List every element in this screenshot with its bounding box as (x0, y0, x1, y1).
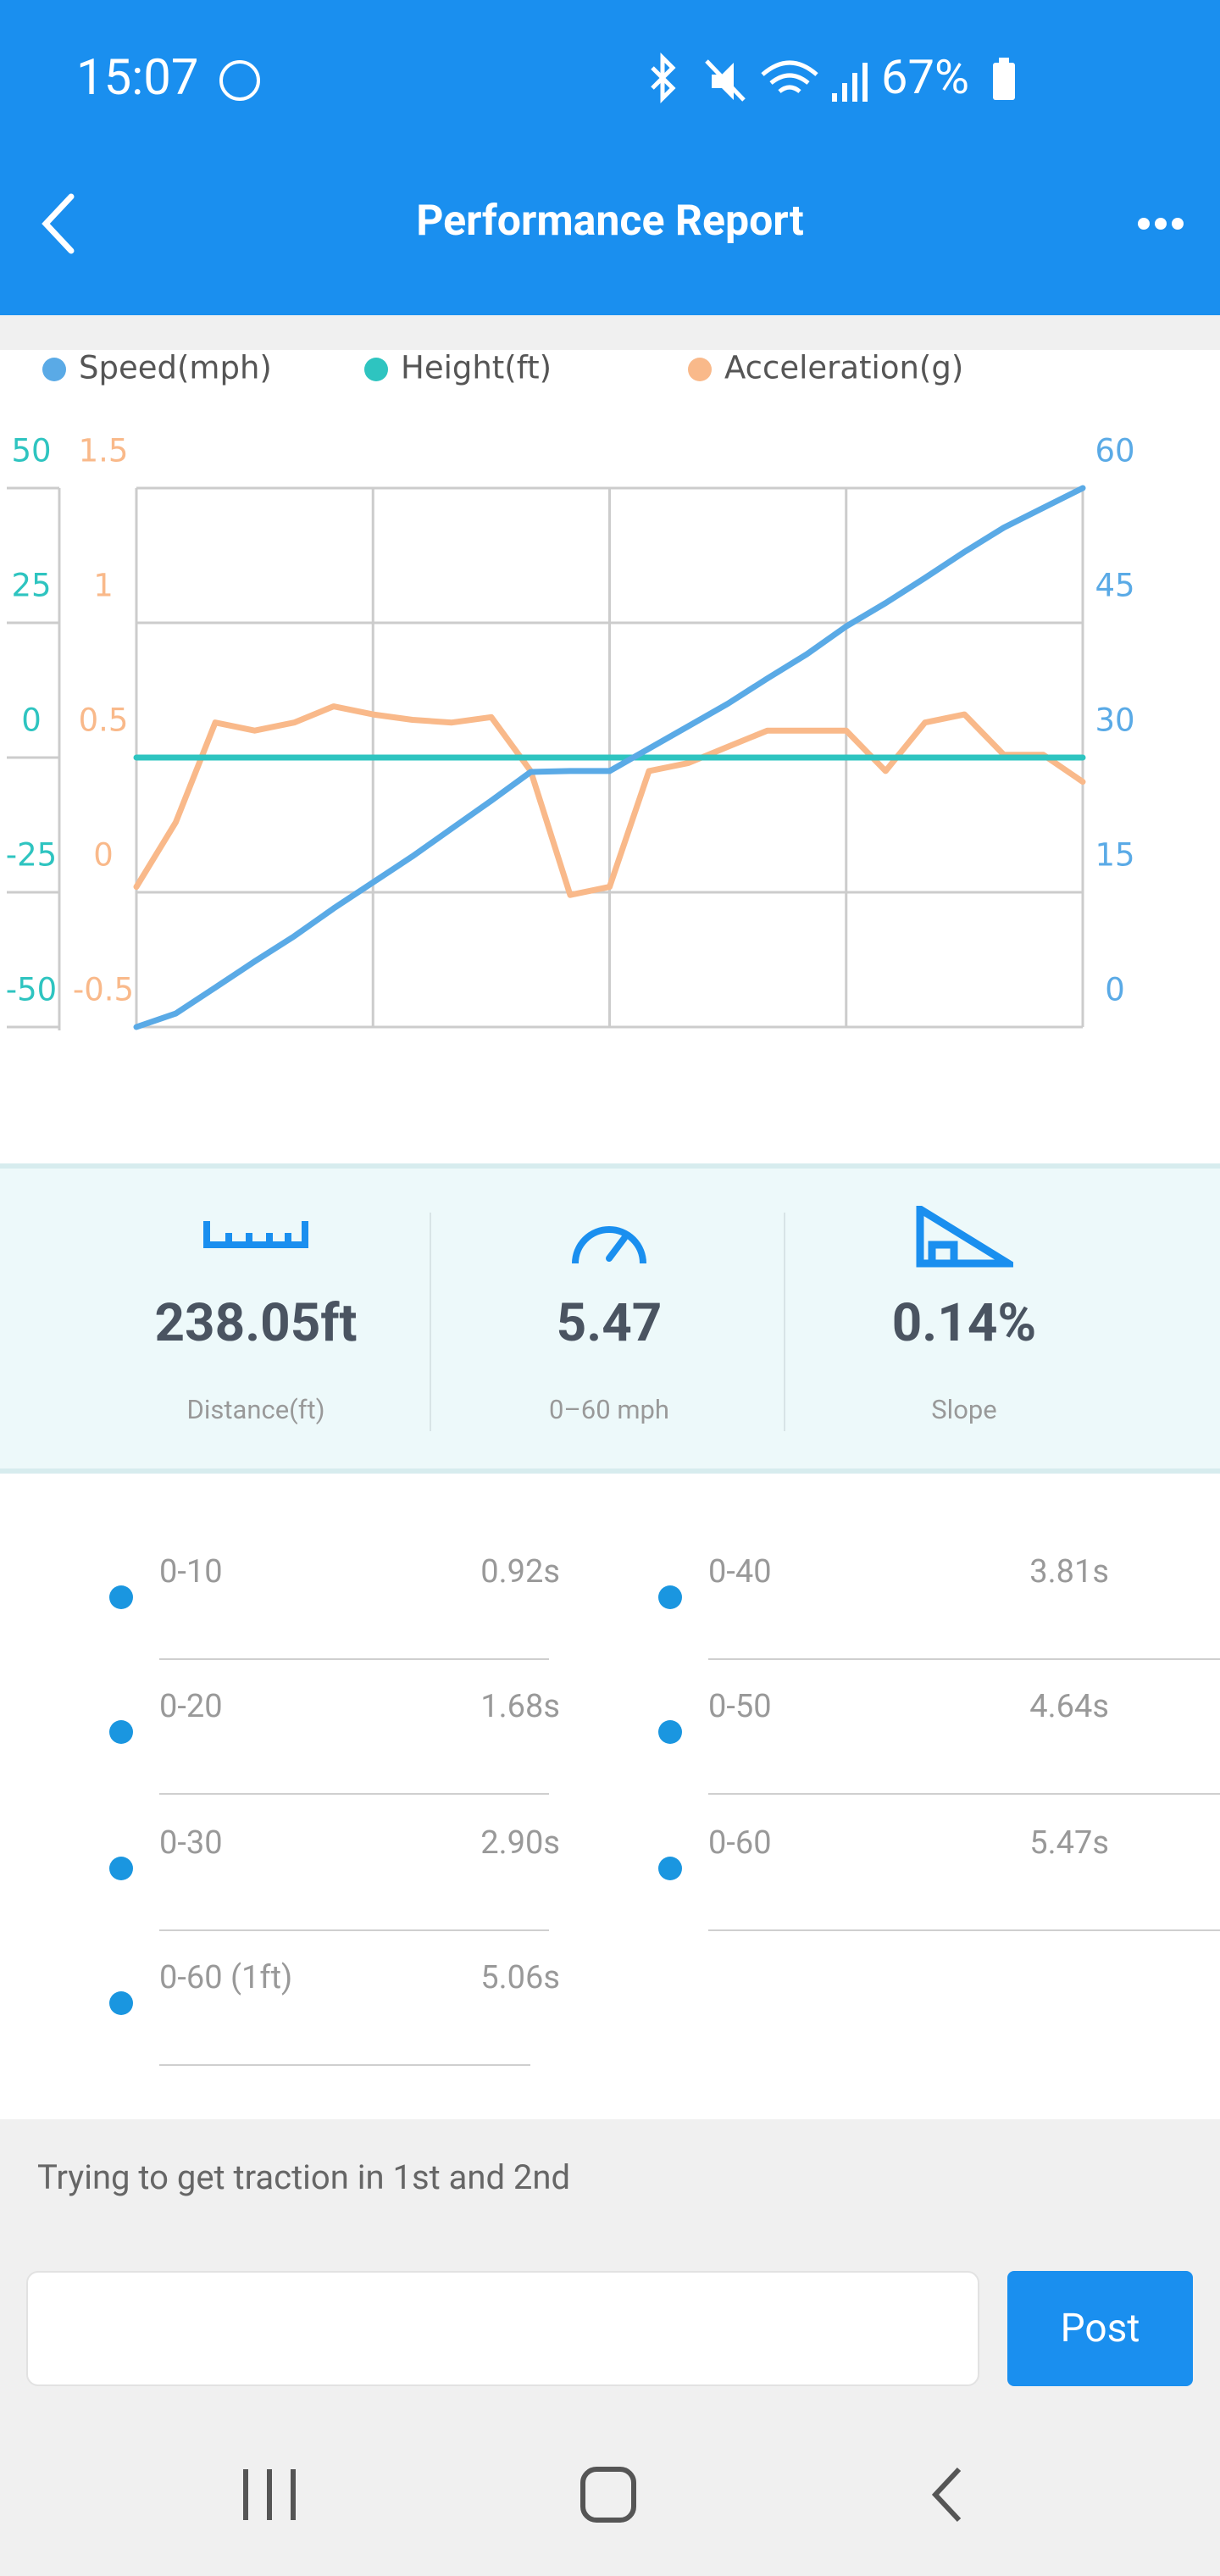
bullet (109, 1991, 133, 2015)
bullet (658, 1585, 682, 1609)
divider (784, 1213, 785, 1431)
row-divider (708, 1793, 1220, 1795)
bullet (109, 1585, 133, 1609)
timing-label: 0-10 (159, 1553, 223, 1591)
y-tick-label: -0.5 (73, 972, 134, 1008)
series-line (133, 703, 1086, 898)
screen-title: Performance Report (416, 197, 804, 246)
bullet (658, 1857, 682, 1880)
legend-label: Acceleration(g) (724, 350, 963, 386)
notification-icon (219, 60, 260, 101)
comment-text: Trying to get traction in 1st and 2nd (37, 2157, 571, 2197)
bullet (109, 1720, 133, 1744)
legend-label: Height(ft) (401, 350, 552, 386)
timing-list: 0-10 0.92s 0-40 3.81s 0-20 1.68s 0-50 4.64s 0-30… (0, 1474, 1220, 2119)
timing-value: 3.81s (1029, 1553, 1109, 1591)
y-tick-label: -25 (6, 837, 57, 874)
stat-value: 5.47 (556, 1292, 663, 1354)
ruler-icon (203, 1221, 308, 1248)
series-line (133, 485, 1086, 1030)
comment-input[interactable] (26, 2271, 979, 2386)
timing-value: 1.68s (480, 1688, 560, 1725)
stat-value: 0.14% (891, 1292, 1037, 1354)
status-time: 15:07 (76, 49, 199, 107)
legend-swatch (364, 358, 388, 381)
back-nav-button[interactable] (923, 2462, 974, 2527)
separator (0, 315, 1220, 350)
timing-label: 0-50 (708, 1688, 772, 1725)
stat-label: Slope (931, 1394, 997, 1425)
y-tick-label: 30 (1095, 702, 1134, 739)
y-tick-label: 1 (93, 568, 114, 604)
app-header: 15:07 67% Performance Report (0, 0, 1220, 315)
legend-swatch (42, 358, 66, 381)
timing-label: 0-60 (1ft) (159, 1959, 293, 1996)
home-button[interactable] (576, 2462, 644, 2527)
timing-value: 4.64s (1029, 1688, 1109, 1725)
divider (430, 1213, 431, 1431)
more-button[interactable] (1135, 207, 1186, 241)
stats-panel: 238.05ft Distance(ft) 5.47 0–60 mph 0.14… (0, 1163, 1220, 1474)
row-divider (708, 1929, 1220, 1931)
timing-label: 0-60 (708, 1824, 772, 1862)
bullet (109, 1857, 133, 1880)
y-tick-label: 0 (1105, 972, 1125, 1008)
y-tick-label: 25 (11, 568, 51, 604)
back-button[interactable] (34, 192, 85, 256)
row-divider (708, 1658, 1220, 1660)
y-tick-label: 0 (21, 702, 42, 739)
y-tick-label: 1.5 (79, 433, 129, 469)
row-divider (159, 1658, 549, 1660)
row-divider (159, 1793, 549, 1795)
stat-label: Distance(ft) (186, 1394, 325, 1425)
y-tick-label: 45 (1095, 568, 1134, 604)
timing-label: 0-40 (708, 1553, 772, 1591)
legend-swatch (688, 358, 712, 381)
y-tick-label: 0 (93, 837, 114, 874)
y-tick-label: 0.5 (79, 702, 129, 739)
y-tick-label: 50 (11, 433, 51, 469)
timing-value: 5.06s (480, 1959, 560, 1996)
timing-value: 5.47s (1029, 1824, 1109, 1862)
legend-label: Speed(mph) (79, 350, 272, 386)
y-tick-label: 15 (1095, 837, 1134, 874)
slope-icon (916, 1206, 1013, 1268)
row-divider (159, 1929, 549, 1931)
y-tick-label: -50 (6, 972, 57, 1008)
battery-icon (993, 58, 1015, 100)
timing-label: 0-20 (159, 1688, 223, 1725)
nav-bar (0, 2412, 1220, 2576)
status-icons (651, 52, 868, 104)
stat-label: 0–60 mph (549, 1394, 669, 1425)
row-divider (159, 2064, 530, 2066)
battery-level: 67% (881, 49, 969, 105)
timing-label: 0-30 (159, 1824, 223, 1862)
y-tick-label: 60 (1095, 433, 1134, 469)
post-button[interactable]: Post (1007, 2271, 1193, 2386)
recents-button[interactable] (237, 2462, 305, 2527)
timing-value: 2.90s (480, 1824, 560, 1862)
bullet (658, 1720, 682, 1744)
stat-value: 238.05ft (154, 1292, 358, 1354)
chart: Speed(mph) Height(ft) Acceleration(g) 50 25 0… (6, 350, 1135, 1030)
timing-value: 0.92s (480, 1553, 560, 1591)
comment-band (0, 2119, 1220, 2243)
speedometer-icon (572, 1226, 646, 1264)
